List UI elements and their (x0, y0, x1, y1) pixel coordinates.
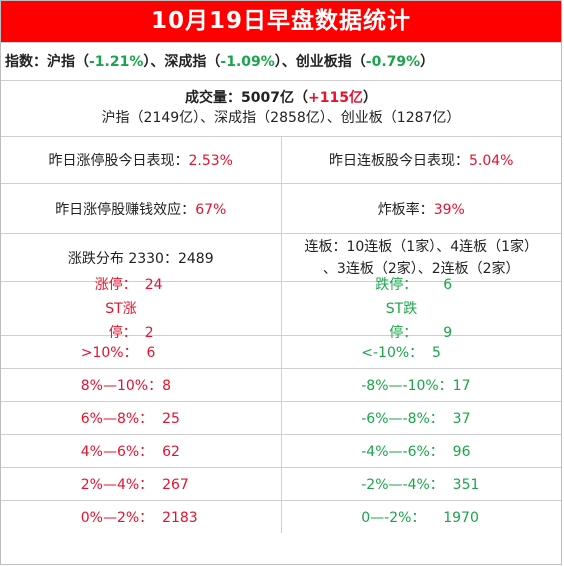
bucket-down-cell: -4%—-6%： 96 (280, 435, 562, 467)
distribution-row: 涨跌分布 2330：2489 连板：10连板（1家）、4连板（1家） 、3连板（… (1, 233, 561, 281)
bucket-down-text: -2%—-4%： 351 (361, 477, 480, 493)
bucket-up-cell: 0%—2%： 2183 (1, 501, 281, 533)
limit-down-value: 6 (443, 276, 453, 293)
consecutive-line-2: 、3连板（2家）、2连板（2家） (322, 260, 520, 277)
page-title: 10月19日早盘数据统计 (1, 1, 561, 42)
consecutive-cell: 连板：10连板（1家）、4连板（1家） 、3连板（2家）、2连板（2家） (280, 234, 562, 281)
bucket-down-cell: <-10%： 5 (280, 336, 562, 368)
cy-index-name: 创业板指 (295, 54, 352, 70)
bucket-up-text: 2%—4%： 267 (80, 477, 189, 493)
paren-open: （ (75, 54, 89, 70)
money-effect-value: 67% (195, 201, 227, 218)
bucket-down-cell: -6%—-8%： 37 (280, 402, 562, 434)
bucket-down-cell: -2%—-4%： 351 (280, 468, 562, 500)
bucket-row: 0%—2%： 2183 0—-2%： 1970 (1, 500, 561, 533)
bucket-down-cell: -8%—-10%：17 (280, 369, 562, 401)
indicator-row-1: 昨日涨停股今日表现：2.53% 昨日连板股今日表现：5.04% (1, 136, 561, 183)
bucket-up-text: 6%—8%： 25 (80, 411, 180, 427)
consecutive-today-cell: 昨日连板股今日表现：5.04% (280, 137, 562, 183)
bucket-row: 6%—8%： 25 -6%—-8%： 37 (1, 401, 561, 434)
sh-index-change: -1.21% (89, 54, 144, 70)
bucket-up-text: >10%： 6 (80, 345, 156, 361)
bucket-row: >10%： 6 <-10%： 5 (1, 335, 561, 368)
bucket-up-cell: 2%—4%： 267 (1, 468, 281, 500)
volume-row: 成交量：5007亿（+115亿） 沪指（2149亿）、深成指（2858亿）、创业… (1, 80, 561, 136)
st-limit-up-label: ST涨停： (105, 300, 137, 341)
paren-close: ） (274, 54, 282, 70)
volume-label: 成交量：5007亿 (185, 90, 294, 106)
bucket-down-text: 0—-2%： 1970 (361, 510, 479, 526)
volume-line: 成交量：5007亿（+115亿） (185, 90, 377, 106)
sz-index-change: -1.09% (220, 54, 275, 70)
bucket-row: 2%—4%： 267 -2%—-4%： 351 (1, 467, 561, 500)
volume-change: +115亿 (308, 90, 363, 106)
consecutive-today-value: 5.04% (469, 153, 514, 169)
bucket-up-cell: 4%—6%： 62 (1, 435, 281, 467)
sz-index-name: 深成指 (164, 54, 207, 70)
bucket-down-cell: 0—-2%： 1970 (280, 501, 562, 533)
bucket-row: 4%—6%： 62 -4%—-6%： 96 (1, 434, 561, 467)
bucket-up-cell: >10%： 6 (1, 336, 281, 368)
separator: 、 (281, 54, 296, 70)
limit-up-today-value: 2.53% (188, 153, 233, 169)
bucket-up-text: 4%—6%： 62 (80, 444, 180, 460)
volume-detail: 沪指（2149亿）、深成指（2858亿）、创业板（1287亿） (101, 110, 461, 126)
paren-close: ） (143, 54, 151, 70)
st-limit-down-value: 9 (443, 324, 453, 341)
indicator-row-2: 昨日涨停股赚钱效应：67% 炸板率：39% (1, 183, 561, 233)
st-limit-up-value: 2 (144, 324, 154, 341)
limit-up-today-cell: 昨日涨停股今日表现：2.53% (1, 137, 281, 183)
limit-down-cell: 跌停： 6 ST跌停： 9 (280, 277, 562, 341)
bucket-down-text: -8%—-10%：17 (361, 378, 471, 394)
bucket-down-text: -4%—-6%： 96 (361, 444, 471, 460)
limit-up-value: 24 (144, 276, 163, 293)
bucket-up-text: 0%—2%： 2183 (80, 510, 198, 526)
st-limit-down-label: ST跌停： (385, 300, 418, 341)
bucket-up-cell: 6%—8%： 25 (1, 402, 281, 434)
paren-open: （ (351, 54, 366, 70)
broken-rate-label: 炸板率： (377, 201, 434, 218)
money-effect-label: 昨日涨停股赚钱效应： (55, 201, 196, 218)
indices-label: 指数： (5, 54, 47, 70)
broken-rate-cell: 炸板率：39% (280, 184, 562, 233)
bucket-row: 8%—10%：8 -8%—-10%：17 (1, 368, 561, 401)
distribution-text: 涨跌分布 2330：2489 (67, 250, 214, 267)
indices-row: 指数：沪指（-1.21%）、深成指（-1.09%）、创业板指（-0.79%） (1, 42, 561, 80)
limits-row: 涨停： 24 ST涨停： 2 跌停： 6 ST跌停： 9 (1, 277, 562, 341)
separator: 、 (150, 54, 165, 70)
consecutive-line-1: 连板：10连板（1家）、4连板（1家） (304, 238, 539, 255)
limit-up-cell: 涨停： 24 ST涨停： 2 (1, 277, 281, 341)
distribution-cell: 涨跌分布 2330：2489 (1, 234, 281, 281)
limit-down-label: 跌停： (375, 276, 418, 293)
bucket-down-text: <-10%： 5 (361, 345, 441, 361)
bucket-up-cell: 8%—10%：8 (1, 369, 281, 401)
consecutive-today-label: 昨日连板股今日表现： (329, 153, 469, 169)
cy-index-change: -0.79% (365, 54, 421, 70)
limit-up-label: 涨停： (94, 276, 137, 293)
broken-rate-value: 39% (433, 201, 465, 218)
sh-index-name: 沪指 (47, 54, 75, 70)
bucket-up-text: 8%—10%：8 (80, 378, 171, 394)
bucket-down-text: -6%—-8%： 37 (361, 411, 471, 427)
paren-open: （ (206, 54, 221, 70)
limit-up-today-label: 昨日涨停股今日表现： (48, 153, 189, 169)
paren-close: ） (420, 54, 435, 70)
money-effect-cell: 昨日涨停股赚钱效应：67% (1, 184, 281, 233)
